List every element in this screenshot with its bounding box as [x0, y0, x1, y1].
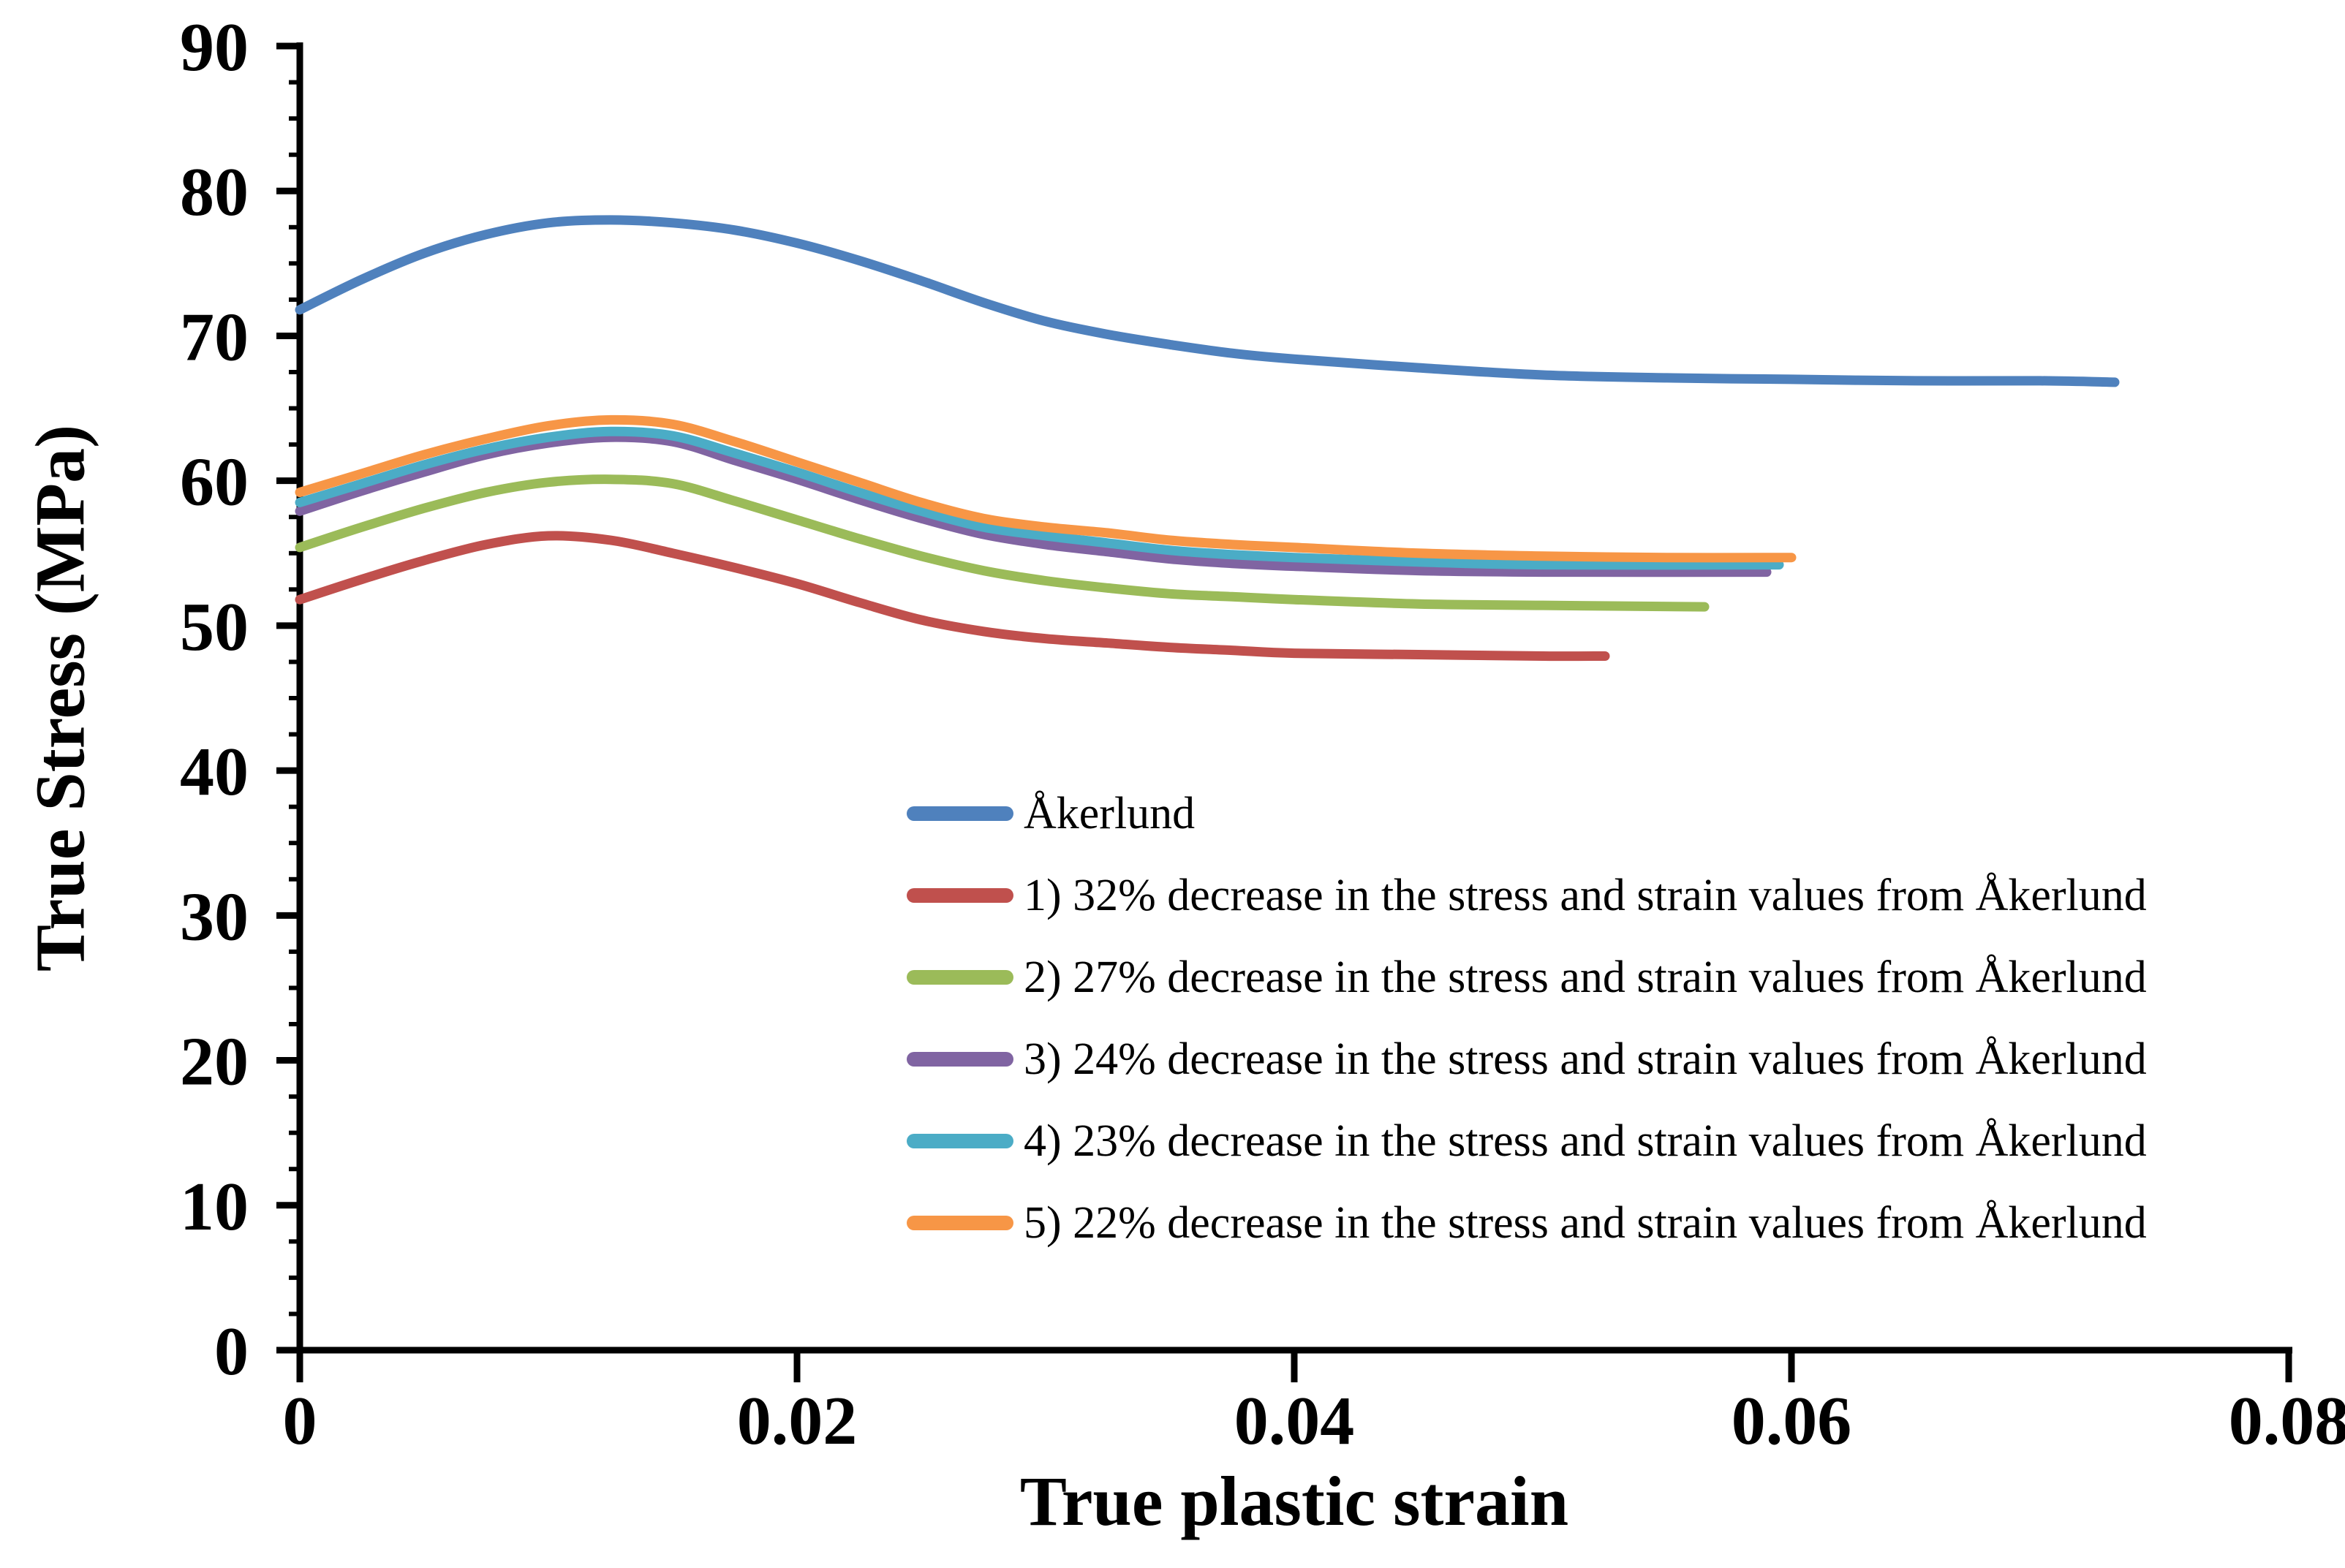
series-line-5 — [295, 414, 1797, 563]
series-line-4 — [295, 426, 1784, 570]
y-tick-label: 60 — [180, 444, 249, 520]
legend-label: 2) 27% decrease in the stress and strain… — [1024, 952, 2147, 1002]
legend-swatch-icon — [907, 1216, 1013, 1230]
x-tick-label: 0.08 — [2229, 1383, 2345, 1459]
legend-item-4: 4) 23% decrease in the stress and strain… — [907, 1100, 2147, 1182]
legend-swatch-icon — [907, 1134, 1013, 1148]
x-tick-label: 0 — [283, 1383, 317, 1459]
legend-item-1: 1) 32% decrease in the stress and strain… — [907, 855, 2147, 936]
legend-swatch-icon — [907, 970, 1013, 985]
x-tick-label: 0.06 — [1732, 1383, 1852, 1459]
legend-label: 5) 22% decrease in the stress and strain… — [1024, 1197, 2147, 1248]
y-tick-label: 50 — [180, 589, 249, 665]
legend-item-0: Åkerlund — [907, 773, 2147, 855]
y-tick-label: 30 — [180, 879, 249, 955]
y-tick-label: 90 — [180, 10, 249, 86]
legend-item-5: 5) 22% decrease in the stress and strain… — [907, 1182, 2147, 1264]
series-line-0 — [295, 215, 2120, 387]
series-line-3 — [295, 432, 1772, 577]
legend-swatch-icon — [907, 806, 1013, 821]
y-tick-label: 40 — [180, 734, 249, 810]
legend-swatch-icon — [907, 888, 1013, 903]
legend-label: 3) 24% decrease in the stress and strain… — [1024, 1034, 2147, 1084]
y-tick-label: 10 — [180, 1169, 249, 1245]
legend-swatch-icon — [907, 1052, 1013, 1067]
legend-label: 1) 32% decrease in the stress and strain… — [1024, 870, 2147, 920]
y-tick-label: 70 — [180, 299, 249, 375]
legend-item-2: 2) 27% decrease in the stress and strain… — [907, 936, 2147, 1018]
y-tick-label: 80 — [180, 154, 249, 230]
x-tick-label: 0.04 — [1234, 1383, 1355, 1459]
y-tick-label: 20 — [180, 1024, 249, 1100]
series-line-2 — [295, 474, 1710, 612]
x-tick-label: 0.02 — [737, 1383, 858, 1459]
series-line-1 — [295, 531, 1610, 662]
legend-label: 4) 23% decrease in the stress and strain… — [1024, 1116, 2147, 1166]
legend-item-3: 3) 24% decrease in the stress and strain… — [907, 1018, 2147, 1100]
legend-label: Åkerlund — [1024, 788, 1196, 838]
legend: Åkerlund 1) 32% decrease in the stress an… — [907, 773, 2147, 1264]
y-tick-label: 0 — [214, 1314, 249, 1390]
x-axis-title: True plastic strain — [1019, 1462, 1569, 1540]
y-axis-title: True Stress (MPa) — [20, 424, 99, 972]
